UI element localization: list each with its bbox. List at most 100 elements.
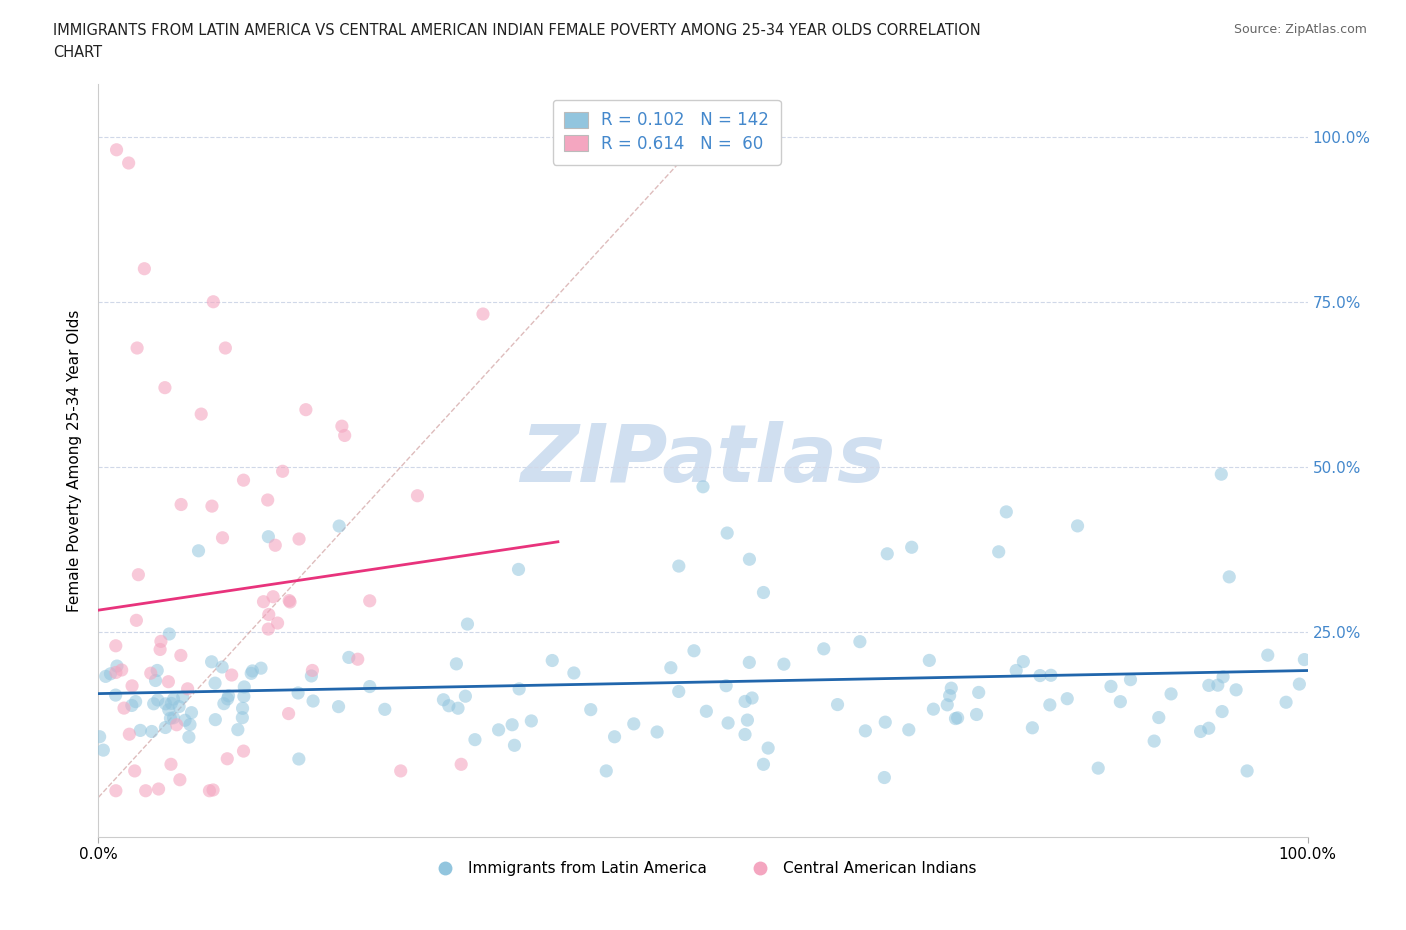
Point [1119,672,1142,687]
Point [520,713,543,728]
Point [198,783,221,798]
Point [112,700,135,715]
Point [166,717,188,732]
Point [1225,683,1247,698]
Point [157,702,180,717]
Point [1218,569,1240,584]
Point [1275,695,1298,710]
Point [89,729,111,744]
Point [201,498,224,513]
Point [1039,668,1062,683]
Point [1012,654,1035,669]
Point [897,723,920,737]
Point [262,590,284,604]
Point [232,744,254,759]
Point [873,770,896,785]
Point [250,660,273,675]
Point [264,538,287,552]
Point [1212,670,1234,684]
Point [1198,678,1220,693]
Point [135,783,157,798]
Point [288,532,311,547]
Point [738,655,761,670]
Point [1056,691,1078,706]
Point [155,720,177,735]
Point [202,294,225,309]
Point [153,380,176,395]
Point [503,737,526,752]
Point [301,663,323,678]
Point [1066,518,1088,533]
Point [1021,721,1043,736]
Point [157,627,180,642]
Point [232,689,254,704]
Point [211,530,233,545]
Point [1143,734,1166,749]
Point [875,715,897,730]
Point [447,701,470,716]
Point [278,594,301,609]
Point [1087,761,1109,776]
Point [595,764,617,778]
Point [295,403,318,418]
Point [160,696,183,711]
Point [94,669,117,684]
Point [734,694,756,709]
Point [233,680,256,695]
Point [1005,663,1028,678]
Point [668,684,690,699]
Point [142,697,165,711]
Point [221,668,243,683]
Point [232,701,254,716]
Point [257,607,280,622]
Point [127,567,149,582]
Text: CHART: CHART [53,45,103,60]
Point [645,724,668,739]
Point [177,730,200,745]
Point [302,694,325,709]
Point [170,648,193,663]
Point [214,340,236,355]
Point [202,782,225,797]
Point [756,740,779,755]
Point [752,585,775,600]
Point [240,666,263,681]
Point [389,764,412,778]
Point [157,674,180,689]
Point [488,723,510,737]
Point [328,519,350,534]
Point [232,472,254,487]
Point [562,666,585,681]
Point [91,743,114,758]
Point [938,688,960,703]
Point [967,685,990,700]
Point [179,717,201,732]
Point [104,638,127,653]
Point [450,757,472,772]
Point [170,497,193,512]
Point [945,711,967,726]
Point [288,751,311,766]
Point [966,707,988,722]
Text: ZIPatlas: ZIPatlas [520,421,886,499]
Point [266,616,288,631]
Point [752,757,775,772]
Point [328,699,350,714]
Point [876,546,898,561]
Point [337,650,360,665]
Point [737,712,759,727]
Point [437,698,460,713]
Point [446,657,468,671]
Point [1206,678,1229,693]
Point [853,724,876,738]
Point [922,702,945,717]
Point [146,663,169,678]
Point [104,687,127,702]
Point [169,772,191,787]
Point [118,155,141,170]
Point [257,529,280,544]
Point [271,464,294,479]
Point [1211,467,1233,482]
Point [456,617,478,631]
Point [346,652,368,667]
